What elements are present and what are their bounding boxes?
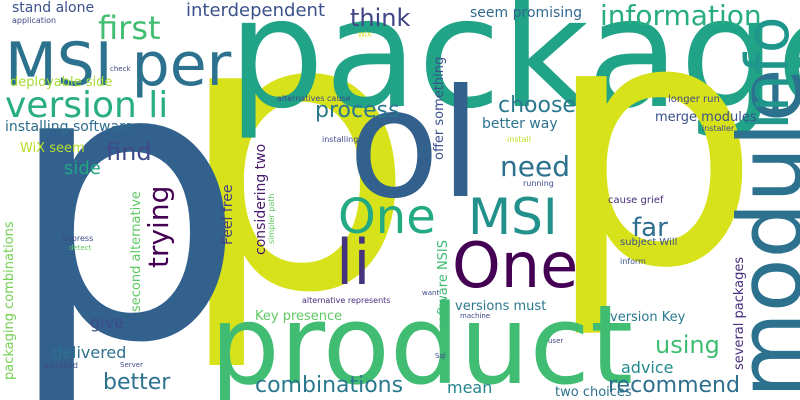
word: Feel free <box>220 184 236 245</box>
word: install <box>507 135 531 144</box>
word: installing <box>322 135 359 144</box>
word: choose <box>498 93 576 118</box>
word: using <box>655 331 720 359</box>
word: combinations <box>255 373 404 398</box>
word: several packages <box>732 256 747 370</box>
word: Key presence <box>255 309 343 324</box>
word: deployable side <box>10 75 113 90</box>
word: better <box>103 370 171 395</box>
word: interdependent <box>186 0 325 21</box>
word: want <box>422 289 440 297</box>
word: simpler path <box>267 193 276 244</box>
word: better way <box>482 116 558 132</box>
word: alternative represents <box>302 296 391 305</box>
word: subject Will <box>620 237 678 248</box>
word: product <box>210 281 634 400</box>
word: MSI per <box>5 30 232 100</box>
word: far <box>632 213 668 243</box>
word: merge modules <box>655 110 757 125</box>
word: user <box>548 337 564 345</box>
word: One <box>338 189 436 245</box>
word: software NSIS <box>436 239 451 330</box>
word: package <box>228 0 800 142</box>
word: trying <box>142 185 175 268</box>
word: p <box>5 0 247 400</box>
word: mean <box>447 378 493 397</box>
word: cause grief <box>608 195 664 206</box>
word: recommend <box>608 373 740 398</box>
word: process <box>315 98 400 123</box>
word: first <box>98 9 161 47</box>
word: p <box>545 0 761 343</box>
word: delivered <box>52 343 127 362</box>
word: find <box>106 138 152 166</box>
word: machine <box>460 312 491 320</box>
word: Server <box>120 361 143 369</box>
word: packaging combinations <box>2 221 17 380</box>
word: check <box>110 65 131 73</box>
word: version li <box>5 85 169 126</box>
word: offer something <box>432 56 447 160</box>
word: installer <box>702 124 735 133</box>
word: side <box>64 158 101 179</box>
word: longer run <box>668 94 720 105</box>
word: installed <box>44 361 78 370</box>
word: WiX seem <box>20 141 85 156</box>
word: think <box>350 4 411 32</box>
word: versions must <box>455 299 547 314</box>
word: alternatives cause <box>277 94 351 103</box>
word: MSI <box>468 188 558 246</box>
word: seem promising <box>470 5 582 21</box>
word: version Key <box>610 310 686 325</box>
word: need <box>500 150 570 183</box>
word: installing software <box>5 119 134 135</box>
word: information <box>600 0 762 32</box>
word: WiX <box>358 31 372 39</box>
word: detect <box>69 244 92 252</box>
word: give <box>90 313 124 332</box>
word: ol <box>348 58 482 232</box>
word: running <box>523 179 554 188</box>
word: Express <box>62 234 94 243</box>
word: stand alone <box>12 0 95 16</box>
word: inform <box>620 257 646 266</box>
word: p <box>175 0 417 376</box>
word: Sql <box>435 352 446 360</box>
word: li <box>336 226 371 299</box>
word: application <box>12 16 57 25</box>
word: second alternative <box>129 191 144 312</box>
word: advice <box>621 358 674 377</box>
word: One <box>452 229 579 302</box>
word: considering two <box>253 143 269 255</box>
word: two choices <box>555 385 632 400</box>
